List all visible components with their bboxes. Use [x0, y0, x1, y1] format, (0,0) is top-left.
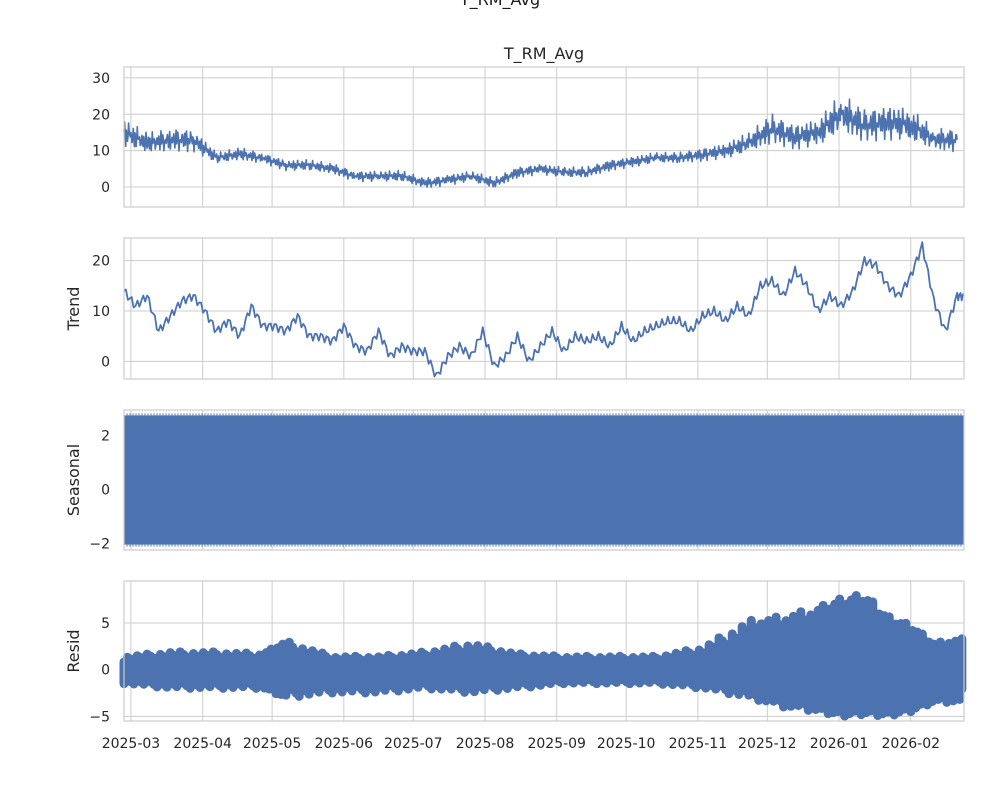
- x-tick-label: 2025-11: [669, 736, 728, 752]
- y-tick-label: 0: [101, 180, 110, 196]
- panel-observed: 0 10 20 30 T_RM_Avg: [92, 44, 965, 208]
- x-tick-label: 2025-03: [102, 736, 161, 752]
- x-tick-label: 2026-01: [810, 736, 869, 752]
- axes-frame: [123, 237, 965, 380]
- axes-frame: [123, 580, 965, 722]
- y-tick-label: 2: [101, 429, 110, 445]
- y-tick-label: −5: [89, 709, 110, 725]
- panel-resid: −5 0 5 2025-03 2025-04 2025-05 2025-06 2025-07 2…: [64, 580, 967, 752]
- panel-title: T_RM_Avg: [503, 44, 584, 64]
- y-axis-label: Resid: [64, 629, 83, 672]
- x-tick-label: 2025-06: [315, 736, 374, 752]
- x-tick-label: 2025-08: [456, 736, 515, 752]
- y-tick-label: 20: [92, 107, 110, 123]
- y-tick-label: 0: [101, 663, 110, 679]
- y-tick-label: 5: [101, 616, 110, 632]
- x-tick-label: 2025-10: [597, 736, 656, 752]
- y-axis-label: Trend: [64, 287, 83, 332]
- panel-trend: 0 10 20 Trend: [64, 237, 965, 380]
- x-tick-label: 2025-09: [527, 736, 586, 752]
- seasonal-band: [124, 415, 964, 545]
- y-tick-label: 20: [92, 254, 110, 270]
- x-tick-label: 2025-12: [738, 736, 797, 752]
- axes-frame: [123, 66, 965, 208]
- y-tick-label: 0: [101, 354, 110, 370]
- y-tick-label: 10: [92, 144, 110, 160]
- y-tick-label: −2: [89, 536, 110, 552]
- axes-frame: [123, 409, 965, 551]
- panel-seasonal: −2 0 2 Seasonal: [64, 409, 965, 552]
- y-tick-label: 0: [101, 482, 110, 498]
- x-tick-label: 2025-04: [173, 736, 232, 752]
- x-tick-label: 2025-07: [384, 736, 443, 752]
- figure-suptitle: T_RM_Avg: [0, 0, 1000, 9]
- observed-series-line: [123, 98, 958, 188]
- trend-series-line: [123, 241, 965, 378]
- x-tick-label: 2025-05: [243, 736, 302, 752]
- y-axis-label: Seasonal: [64, 444, 83, 516]
- y-tick-label: 30: [92, 71, 110, 87]
- x-tick-label: 2026-02: [882, 736, 941, 752]
- y-tick-label: 10: [92, 304, 110, 320]
